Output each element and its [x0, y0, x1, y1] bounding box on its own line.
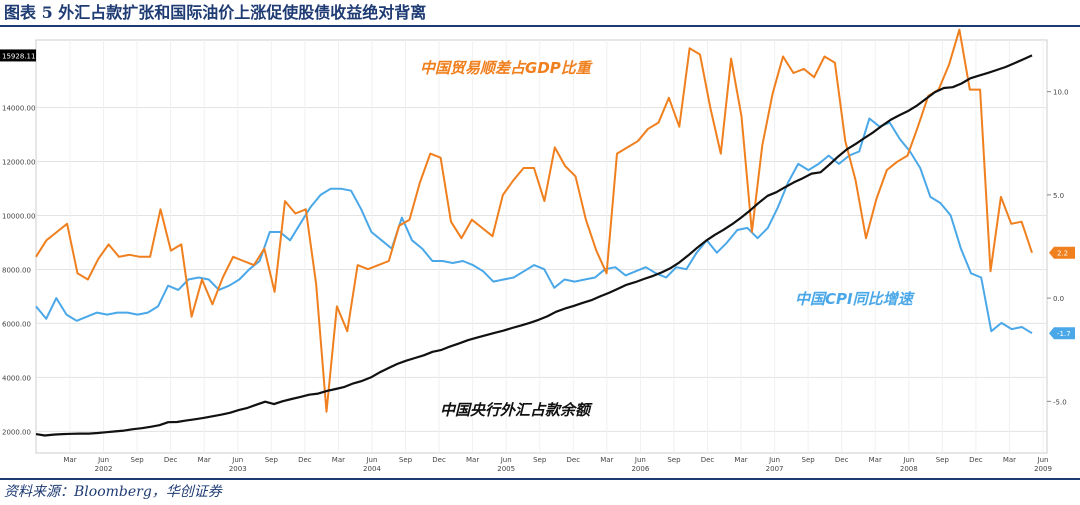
x-month-label: Jun: [902, 456, 914, 464]
cpi-annotation: 中国CPI同比增速: [795, 290, 916, 308]
x-month-label: Jun: [634, 456, 646, 464]
x-month-label: Dec: [432, 456, 446, 464]
x-month-label: Mar: [869, 456, 882, 464]
x-year-label: 2006: [631, 465, 649, 473]
trade-surplus-last-label: 2.2: [1057, 250, 1068, 258]
x-month-label: Sep: [533, 456, 547, 464]
cpi-line: [35, 117, 1033, 335]
x-month-label: Sep: [667, 456, 681, 464]
x-axis: Mar Jun Sep Dec Mar Jun Sep Dec Mar Jun Sep Dec Mar J…: [63, 456, 1052, 473]
series-lines: [35, 28, 1033, 437]
left-tick-label: 14000.00: [2, 104, 35, 112]
left-tick-label: 8000.00: [2, 266, 31, 274]
x-month-label: Sep: [399, 456, 413, 464]
x-month-label: Sep: [936, 456, 950, 464]
chart-title: 图表 5 外汇占款扩张和国际油价上涨促使股债收益绝对背离: [4, 3, 427, 22]
trade-annotation: 中国贸易顺差占GDP比重: [420, 59, 594, 77]
cpi-last-label: -1.7: [1057, 330, 1071, 338]
x-year-label: 2004: [363, 465, 381, 473]
x-month-label: Mar: [1003, 456, 1016, 464]
x-month-label: Sep: [265, 456, 279, 464]
x-month-label: Jun: [500, 456, 512, 464]
x-month-label: Dec: [567, 456, 581, 464]
x-year-label: 2003: [229, 465, 247, 473]
left-tick-label: 6000.00: [2, 320, 31, 328]
left-tick-label: 10000.00: [2, 212, 35, 220]
x-month-label: Dec: [969, 456, 983, 464]
gridlines: [36, 40, 1047, 453]
x-month-label: Jun: [97, 456, 109, 464]
trade-surplus-line: [35, 28, 1033, 413]
x-year-label: 2005: [497, 465, 515, 473]
x-year-label: 2002: [95, 465, 113, 473]
title-rule: [0, 25, 1080, 27]
x-month-label: Dec: [701, 456, 715, 464]
right-tick-label: 5.0: [1053, 192, 1064, 200]
value-badges: -1.7 2.2 15928.11: [0, 49, 1075, 340]
x-month-label: Mar: [600, 456, 613, 464]
right-tick-label: 10.0: [1053, 89, 1069, 97]
x-month-label: Jun: [1037, 456, 1049, 464]
x-month-label: Jun: [231, 456, 243, 464]
x-month-label: Mar: [332, 456, 345, 464]
x-month-label: Sep: [802, 456, 816, 464]
left-tick-label: 2000.00: [2, 428, 31, 436]
cpi-last-badge: [1049, 327, 1075, 340]
x-year-label: 2007: [766, 465, 784, 473]
source-note: 资料来源：Bloomberg，华创证券: [4, 484, 222, 500]
x-month-label: Mar: [63, 456, 76, 464]
x-year-label: 2009: [1034, 465, 1052, 473]
x-month-label: Jun: [768, 456, 780, 464]
reserves-annotation: 中国央行外汇占款余额: [440, 401, 593, 419]
right-axis: 10.0 5.0 0.0 -5.0: [1047, 89, 1069, 406]
x-month-label: Mar: [198, 456, 211, 464]
x-month-label: Dec: [298, 456, 312, 464]
x-month-label: Dec: [164, 456, 178, 464]
reserves-line: [35, 54, 1033, 437]
reserves-last-label: 15928.11: [2, 52, 35, 60]
right-tick-label: -5.0: [1053, 398, 1067, 406]
x-month-label: Sep: [131, 456, 145, 464]
plot-frame: [35, 39, 1048, 454]
x-month-label: Mar: [466, 456, 479, 464]
trade-surplus-last-badge: [1049, 246, 1075, 259]
left-axis: 2000.00 4000.00 6000.00 8000.00 10000.00 1200…: [2, 104, 35, 436]
x-month-label: Mar: [734, 456, 747, 464]
right-tick-label: 0.0: [1053, 295, 1064, 303]
reserves-last-badge: [0, 49, 36, 62]
left-tick-label: 4000.00: [2, 374, 31, 382]
x-month-label: Jun: [365, 456, 377, 464]
footer-rule: [0, 478, 1080, 480]
left-tick-label: 12000.00: [2, 158, 35, 166]
chart-area: 2000.00 4000.00 6000.00 8000.00 10000.00 1200…: [0, 28, 1075, 473]
x-month-label: Dec: [835, 456, 849, 464]
x-year-label: 2008: [900, 465, 918, 473]
